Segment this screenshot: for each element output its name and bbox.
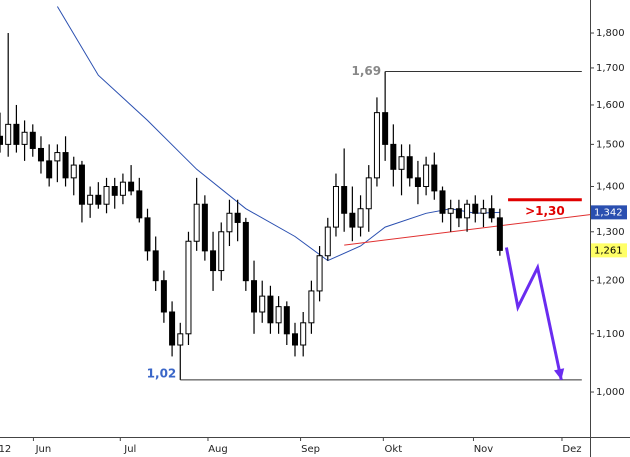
candle-body: [472, 203, 479, 214]
candle-body: [365, 177, 372, 210]
candle-body: [144, 217, 151, 252]
target-label: >1,30: [525, 204, 565, 218]
candle-body: [332, 186, 339, 228]
candle-body: [464, 203, 471, 219]
candle-body: [177, 333, 184, 346]
candle-body: [242, 221, 249, 282]
candle-body: [390, 143, 397, 170]
y-tick-label: 1,300: [596, 227, 625, 238]
candle-body: [70, 164, 77, 179]
candle-body: [226, 212, 233, 233]
x-tick-label: Aug: [208, 444, 228, 455]
candle-body: [218, 231, 225, 272]
y-tick-label: 1,400: [596, 182, 625, 193]
candle-body: [87, 194, 94, 205]
candle-body: [275, 306, 282, 324]
candle-body: [259, 295, 266, 313]
candle-body: [136, 190, 143, 219]
candle-body: [251, 280, 258, 313]
candle-body: [316, 255, 323, 292]
candle-body: [292, 333, 298, 346]
candle-body: [78, 164, 85, 205]
candle-body: [185, 240, 192, 335]
candle-body: [406, 156, 413, 179]
candle-body: [455, 208, 462, 219]
x-tick-label: Sep: [301, 444, 320, 455]
candle-body: [398, 156, 405, 170]
candle-body: [37, 147, 44, 162]
y-tick-label: 1,200: [596, 276, 625, 287]
candle-body: [0, 135, 3, 145]
x-tick-label: Nov: [474, 444, 494, 455]
candle-body: [95, 194, 102, 205]
x-tick-label: Jun: [35, 444, 52, 455]
candle-body: [152, 250, 159, 282]
candle-body: [324, 226, 331, 257]
candle-body: [119, 181, 126, 196]
x-tick-label: 12: [0, 444, 11, 455]
candle-body: [46, 160, 53, 179]
candle-body: [488, 208, 495, 219]
candle-body: [439, 190, 446, 214]
candle-body: [169, 311, 176, 346]
candle-body: [382, 112, 389, 145]
price-label: 1,342: [594, 207, 623, 218]
y-tick-label: 1,100: [596, 329, 625, 340]
candle-body: [308, 290, 315, 324]
y-tick-label: 1,500: [596, 139, 625, 150]
candle-body: [357, 208, 364, 228]
price-label-box: [591, 243, 627, 258]
candle-body: [496, 217, 503, 251]
y-tick-label: 1,600: [596, 100, 625, 111]
candle-body: [62, 152, 69, 179]
forecast-arrow: [504, 247, 563, 381]
candle-body: [300, 322, 307, 346]
level-label: 1,02: [147, 366, 177, 380]
candle-body: [373, 112, 380, 179]
candle-body: [103, 186, 110, 205]
y-tick-label: 1,700: [596, 63, 625, 74]
arrow-head: [553, 368, 565, 380]
y-tick-label: 1,800: [596, 28, 625, 39]
candle-body: [480, 208, 487, 214]
candle-body: [234, 212, 241, 223]
y-tick-label: 1,000: [596, 387, 625, 398]
candle-body: [21, 131, 28, 145]
candle-body: [431, 164, 438, 192]
candle-body: [29, 131, 36, 149]
candle-body: [201, 203, 208, 252]
x-tick-label: Okt: [385, 444, 403, 455]
candle-body: [160, 280, 167, 313]
candle-body: [341, 186, 348, 214]
candle-body: [210, 250, 217, 272]
candle-body: [193, 203, 200, 242]
candle-body: [349, 212, 356, 228]
candle-body: [447, 208, 454, 214]
x-tick-label: Dez: [562, 444, 581, 455]
x-tick-label: Jul: [123, 444, 136, 455]
candle-body: [414, 177, 421, 188]
level-label: 1,69: [352, 64, 382, 78]
candle-body: [13, 123, 20, 145]
candle-body: [111, 186, 118, 196]
candle-body: [423, 164, 430, 188]
candle-body: [283, 306, 290, 335]
candle-body: [54, 152, 61, 162]
candle-body: [5, 123, 12, 145]
candle-body: [267, 295, 274, 324]
candle-body: [128, 181, 135, 192]
price-label-box: [591, 205, 627, 220]
price-label: 1,261: [594, 245, 623, 256]
